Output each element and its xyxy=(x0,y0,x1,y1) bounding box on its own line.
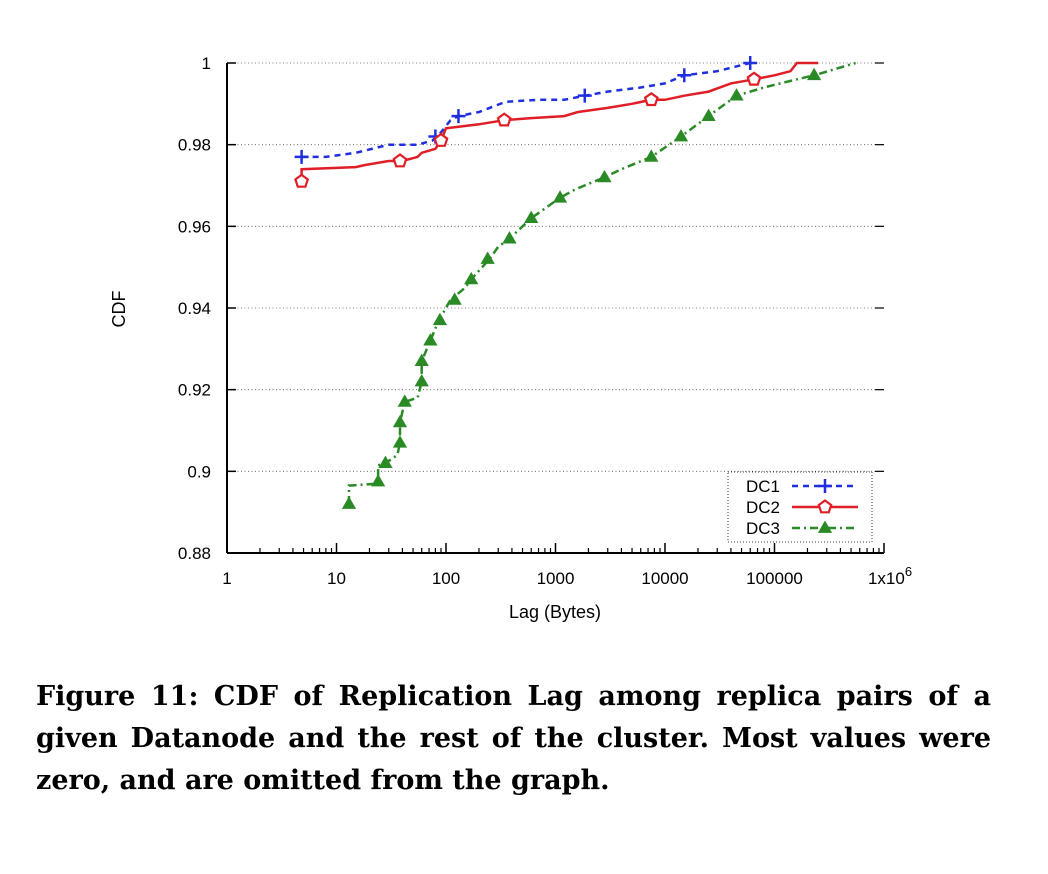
series-lines xyxy=(300,61,856,504)
data-point-dc2 xyxy=(392,153,408,168)
cdf-chart: 0.88 0.9 0.92 0.94 0.96 0.98 1 1 10 100 1000 10000 1… xyxy=(109,54,912,622)
data-point-dc2 xyxy=(433,132,449,147)
y-tick-label: 0.98 xyxy=(178,136,211,155)
data-point-dc1 xyxy=(743,56,758,70)
data-point-dc3 xyxy=(502,231,517,244)
x-tick-label: 10 xyxy=(327,569,346,588)
figure-caption: Figure 11: CDF of Replication Lag among … xyxy=(36,681,991,796)
y-axis-title: CDF xyxy=(109,291,129,328)
y-tick-label: 1 xyxy=(202,54,211,73)
data-point-dc2 xyxy=(496,112,512,127)
data-point-dc1 xyxy=(451,109,466,124)
data-point-dc3 xyxy=(341,496,357,509)
series-line-dc2 xyxy=(300,61,819,182)
data-point-dc3 xyxy=(432,312,448,326)
data-point-dc3 xyxy=(524,210,539,224)
x-axis-title: Lag (Bytes) xyxy=(509,602,601,622)
data-point-dc3 xyxy=(397,394,412,407)
data-point-dc3 xyxy=(480,251,495,264)
data-point-dc3 xyxy=(552,190,568,203)
data-point-dc2 xyxy=(294,173,310,188)
data-point-dc3 xyxy=(464,271,479,285)
legend-marker-dc2 xyxy=(817,499,833,514)
y-tick-label: 0.9 xyxy=(187,462,211,481)
legend-label-dc1: DC1 xyxy=(746,477,780,496)
data-point-dc1 xyxy=(294,149,309,164)
data-point-dc3 xyxy=(414,374,429,387)
data-point-dc3 xyxy=(371,474,386,487)
legend-label-dc2: DC2 xyxy=(746,498,780,517)
y-tick-label: 0.88 xyxy=(178,544,211,563)
y-tick-label: 0.94 xyxy=(178,299,211,318)
data-point-dc1 xyxy=(677,68,692,83)
x-tick-label: 100000 xyxy=(746,569,803,588)
legend-marker-dc3 xyxy=(817,520,833,533)
series-line-dc3 xyxy=(347,61,856,504)
data-point-dc3 xyxy=(414,353,429,366)
data-point-dc3 xyxy=(378,455,393,469)
x-tick-label: 100 xyxy=(432,569,460,588)
data-point-dc3 xyxy=(729,88,744,101)
legend-label-dc3: DC3 xyxy=(746,519,780,538)
legend-marker-dc1 xyxy=(818,479,832,493)
data-point-dc3 xyxy=(701,108,716,121)
series-line-dc1 xyxy=(301,61,751,159)
x-tick-label: 10000 xyxy=(641,569,688,588)
data-point-dc3 xyxy=(597,169,612,183)
gridlines xyxy=(227,62,884,472)
data-point-dc3 xyxy=(423,333,438,346)
data-point-dc3 xyxy=(644,149,659,162)
x-tick-label: 1 xyxy=(222,569,231,588)
x-tick-label: 1x106 xyxy=(868,564,912,588)
y-tick-label: 0.92 xyxy=(178,381,211,400)
y-tick-label: 0.96 xyxy=(178,217,211,236)
legend: DC1 DC2 DC3 xyxy=(746,477,858,538)
data-point-dc1 xyxy=(577,88,592,103)
data-point-dc2 xyxy=(746,71,762,86)
data-point-dc3 xyxy=(392,414,408,428)
data-point-dc2 xyxy=(643,91,659,107)
series-markers xyxy=(294,56,822,509)
data-point-dc3 xyxy=(673,129,689,142)
data-point-dc3 xyxy=(447,292,462,305)
data-point-dc3 xyxy=(392,435,408,448)
data-point-dc3 xyxy=(806,67,822,81)
x-tick-label: 1000 xyxy=(537,569,575,588)
